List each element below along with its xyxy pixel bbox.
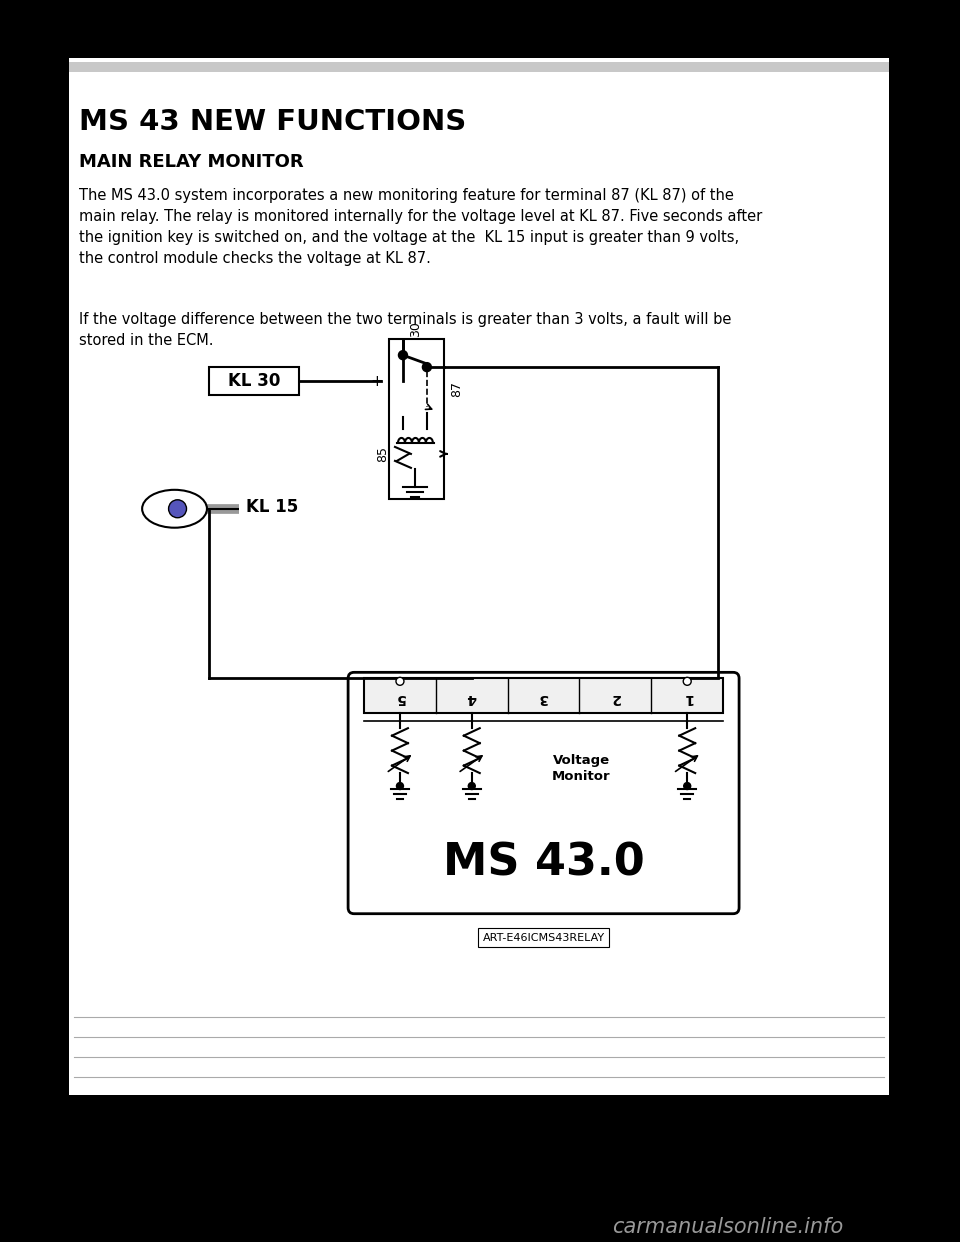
Bar xyxy=(69,62,889,72)
Text: 85: 85 xyxy=(376,446,390,462)
Text: 4: 4 xyxy=(467,691,477,704)
Text: 87: 87 xyxy=(450,381,463,397)
Text: 1: 1 xyxy=(683,691,692,704)
Text: KL 15: KL 15 xyxy=(247,498,299,515)
Circle shape xyxy=(396,677,404,686)
Circle shape xyxy=(468,782,475,790)
Text: If the voltage difference between the two terminals is greater than 3 volts, a f: If the voltage difference between the tw… xyxy=(79,312,732,348)
Text: 2: 2 xyxy=(611,691,620,704)
Bar xyxy=(389,339,444,499)
Circle shape xyxy=(398,350,407,360)
Text: M54engMS43/ST036/6/20000: M54engMS43/ST036/6/20000 xyxy=(717,1118,880,1128)
Text: 30: 30 xyxy=(409,322,422,337)
Circle shape xyxy=(684,782,690,790)
Text: carmanualsonline.info: carmanualsonline.info xyxy=(612,1217,844,1237)
Text: KL 30: KL 30 xyxy=(228,373,280,390)
Circle shape xyxy=(422,363,431,371)
Text: +: + xyxy=(371,374,383,389)
Text: 5: 5 xyxy=(396,691,405,704)
FancyBboxPatch shape xyxy=(348,672,739,914)
Text: 3: 3 xyxy=(539,691,548,704)
Bar xyxy=(209,368,300,395)
Text: MS 43 NEW FUNCTIONS: MS 43 NEW FUNCTIONS xyxy=(79,108,466,135)
Bar xyxy=(364,678,723,713)
Text: ART-E46ICMS43RELAY: ART-E46ICMS43RELAY xyxy=(483,933,605,943)
Circle shape xyxy=(169,499,186,518)
Text: MS 43.0: MS 43.0 xyxy=(443,841,644,884)
Text: The MS 43.0 system incorporates a new monitoring feature for terminal 87 (KL 87): The MS 43.0 system incorporates a new mo… xyxy=(79,188,762,266)
Ellipse shape xyxy=(142,489,207,528)
Bar xyxy=(69,58,889,1095)
Text: Voltage
Monitor: Voltage Monitor xyxy=(552,754,611,782)
Circle shape xyxy=(396,782,403,790)
Text: 15: 15 xyxy=(858,1102,880,1120)
Text: MAIN RELAY MONITOR: MAIN RELAY MONITOR xyxy=(79,153,303,170)
Circle shape xyxy=(684,677,691,686)
